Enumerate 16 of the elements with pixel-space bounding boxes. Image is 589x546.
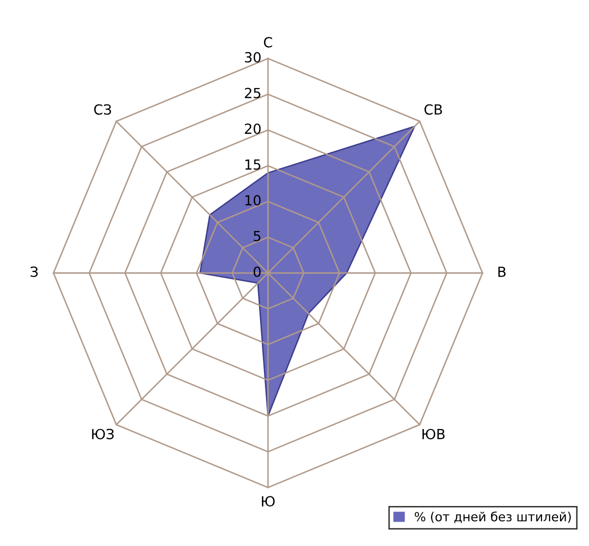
legend-label: % (от дней без штилей) xyxy=(414,512,571,523)
y-tick-label: 0 xyxy=(254,266,261,278)
y-tick-label: 25 xyxy=(244,88,260,98)
y-tick-label: 20 xyxy=(244,124,261,134)
spoke-label: З xyxy=(30,266,38,278)
y-tick-label: 5 xyxy=(254,230,260,242)
spoke-label: Ю xyxy=(262,496,275,507)
y-tick-label: 15 xyxy=(245,159,260,170)
spoke-label: СВ xyxy=(424,104,442,115)
y-tick-label: 10 xyxy=(245,195,261,206)
spoke-label: В xyxy=(498,266,506,277)
spoke-label: СЗ xyxy=(94,104,112,115)
spoke-label: ЮВ xyxy=(422,428,445,440)
spoke-label: С xyxy=(264,37,272,48)
y-tick-label: 30 xyxy=(244,52,261,63)
spoke-label: ЮЗ xyxy=(92,428,114,440)
